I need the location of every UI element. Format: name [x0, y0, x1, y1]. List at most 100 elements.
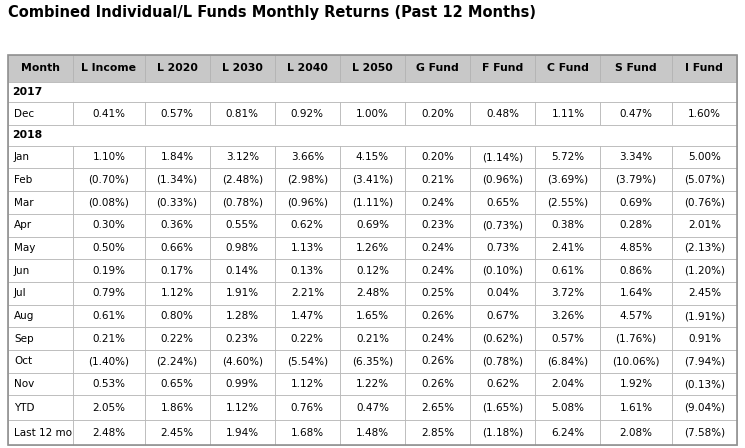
Text: 1.22%: 1.22%	[356, 379, 389, 389]
Bar	[73, 396, 145, 420]
Bar	[8, 103, 73, 125]
Bar	[600, 282, 672, 305]
Text: 2.04%: 2.04%	[551, 379, 584, 389]
Bar	[470, 55, 536, 82]
Bar	[340, 420, 405, 445]
Text: 0.69%: 0.69%	[620, 198, 653, 207]
Bar	[209, 282, 275, 305]
Text: 0.17%: 0.17%	[161, 266, 194, 276]
Bar	[73, 214, 145, 237]
Text: L Income: L Income	[81, 64, 136, 73]
Text: 2.01%: 2.01%	[688, 220, 721, 230]
Text: 1.11%: 1.11%	[551, 109, 584, 119]
Bar	[8, 214, 73, 237]
Bar	[536, 327, 600, 350]
Bar	[470, 259, 536, 282]
Bar	[470, 214, 536, 237]
Bar	[73, 305, 145, 327]
Bar	[672, 327, 737, 350]
Bar	[340, 350, 405, 373]
Bar	[145, 282, 209, 305]
Bar	[209, 146, 275, 168]
Text: 0.20%: 0.20%	[421, 152, 454, 162]
Text: (6.35%): (6.35%)	[352, 357, 393, 366]
Bar	[340, 55, 405, 82]
Text: 0.81%: 0.81%	[226, 109, 259, 119]
Text: (4.60%): (4.60%)	[222, 357, 263, 366]
Text: 0.21%: 0.21%	[356, 334, 389, 344]
Text: 0.26%: 0.26%	[421, 311, 454, 321]
Bar	[672, 282, 737, 305]
Text: 0.12%: 0.12%	[356, 266, 389, 276]
Bar	[8, 82, 737, 103]
Bar	[275, 214, 340, 237]
Bar	[209, 373, 275, 396]
Text: 2018: 2018	[12, 130, 42, 141]
Bar	[470, 350, 536, 373]
Bar	[209, 420, 275, 445]
Text: I Fund: I Fund	[685, 64, 723, 73]
Text: 0.38%: 0.38%	[551, 220, 584, 230]
Text: 2.48%: 2.48%	[356, 289, 389, 298]
Bar	[145, 327, 209, 350]
Bar	[209, 259, 275, 282]
Bar	[470, 305, 536, 327]
Text: 0.36%: 0.36%	[161, 220, 194, 230]
Bar	[405, 350, 470, 373]
Text: (5.54%): (5.54%)	[287, 357, 328, 366]
Bar	[275, 146, 340, 168]
Text: 2.41%: 2.41%	[551, 243, 584, 253]
Bar	[405, 327, 470, 350]
Text: (1.91%): (1.91%)	[684, 311, 725, 321]
Bar	[536, 420, 600, 445]
Bar	[340, 259, 405, 282]
Bar	[405, 103, 470, 125]
Bar	[405, 191, 470, 214]
Text: 0.67%: 0.67%	[486, 311, 519, 321]
Bar	[8, 55, 737, 445]
Text: 0.24%: 0.24%	[421, 266, 454, 276]
Bar	[536, 191, 600, 214]
Bar	[8, 396, 73, 420]
Bar	[405, 55, 470, 82]
Bar	[275, 420, 340, 445]
Bar	[8, 420, 73, 445]
Bar	[8, 327, 73, 350]
Bar	[405, 146, 470, 168]
Text: 0.86%: 0.86%	[620, 266, 653, 276]
Text: 1.65%: 1.65%	[356, 311, 389, 321]
Bar	[536, 237, 600, 259]
Bar	[73, 237, 145, 259]
Text: 0.57%: 0.57%	[551, 334, 584, 344]
Bar	[145, 146, 209, 168]
Text: 2.21%: 2.21%	[291, 289, 324, 298]
Text: 3.66%: 3.66%	[291, 152, 324, 162]
Bar	[8, 350, 73, 373]
Text: 0.30%: 0.30%	[92, 220, 125, 230]
Bar	[275, 237, 340, 259]
Text: Apr: Apr	[14, 220, 32, 230]
Bar	[275, 373, 340, 396]
Bar	[73, 282, 145, 305]
Text: (1.18%): (1.18%)	[482, 428, 523, 438]
Text: 2.48%: 2.48%	[92, 428, 125, 438]
Text: (7.58%): (7.58%)	[684, 428, 725, 438]
Bar	[275, 103, 340, 125]
Bar	[209, 55, 275, 82]
Text: (0.96%): (0.96%)	[482, 175, 523, 185]
Bar	[145, 237, 209, 259]
Bar	[340, 396, 405, 420]
Bar	[145, 350, 209, 373]
Bar	[340, 282, 405, 305]
Text: Month: Month	[21, 64, 60, 73]
Text: 5.00%: 5.00%	[688, 152, 721, 162]
Text: 0.04%: 0.04%	[486, 289, 519, 298]
Bar	[209, 350, 275, 373]
Bar	[8, 373, 73, 396]
Bar	[145, 214, 209, 237]
Text: C Fund: C Fund	[547, 64, 589, 73]
Text: 4.85%: 4.85%	[620, 243, 653, 253]
Text: (0.62%): (0.62%)	[482, 334, 523, 344]
Text: 0.62%: 0.62%	[486, 379, 519, 389]
Text: (1.34%): (1.34%)	[156, 175, 197, 185]
